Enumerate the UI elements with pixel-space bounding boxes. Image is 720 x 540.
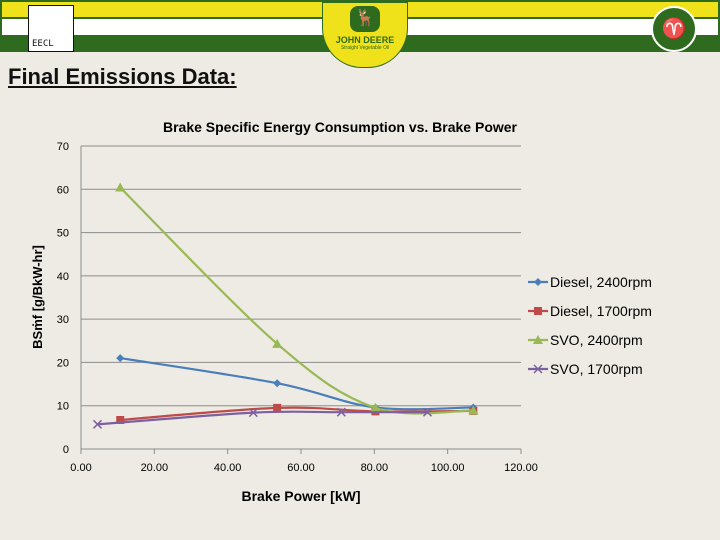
data-point bbox=[116, 415, 125, 424]
legend-label: SVO, 1700rpm bbox=[550, 361, 643, 377]
y-tick-label: 60 bbox=[57, 184, 69, 196]
jd-logo-subtext: Straight Vegetable Oil bbox=[340, 45, 390, 51]
x-tick-label: 0.00 bbox=[70, 462, 91, 474]
y-tick-label: 20 bbox=[57, 357, 69, 369]
y-axis-label: BSṁf [g/BkW-hr] bbox=[30, 245, 45, 349]
y-tick-label: 0 bbox=[63, 444, 69, 456]
legend-marker bbox=[534, 278, 542, 286]
x-tick-label: 60.00 bbox=[287, 462, 315, 474]
deer-icon: 🦌 bbox=[350, 6, 380, 32]
series-line-3 bbox=[97, 410, 428, 426]
data-point bbox=[273, 403, 282, 412]
data-point bbox=[116, 354, 125, 363]
legend-label: Diesel, 2400rpm bbox=[550, 274, 652, 290]
y-tick-label: 30 bbox=[57, 314, 69, 326]
y-tick-label: 10 bbox=[57, 401, 69, 413]
slide-title: Final Emissions Data: bbox=[8, 64, 237, 89]
john-deere-logo: 🦌 JOHN DEERE Straight Vegetable Oil bbox=[322, 2, 408, 68]
y-tick-label: 70 bbox=[57, 141, 69, 153]
data-point bbox=[115, 182, 126, 192]
data-point bbox=[370, 402, 381, 412]
data-point bbox=[273, 379, 282, 388]
eecl-logo-text: EECL bbox=[32, 39, 54, 49]
chart-title: Brake Specific Energy Consumption vs. Br… bbox=[163, 119, 518, 135]
x-tick-label: 120.00 bbox=[504, 462, 538, 474]
x-tick-label: 20.00 bbox=[141, 462, 169, 474]
legend-marker bbox=[533, 364, 543, 374]
x-tick-label: 100.00 bbox=[431, 462, 465, 474]
eecl-logo: EECL bbox=[28, 5, 74, 52]
y-tick-label: 40 bbox=[57, 271, 69, 283]
legend-label: SVO, 2400rpm bbox=[550, 332, 643, 348]
legend-label: Diesel, 1700rpm bbox=[550, 303, 652, 319]
x-tick-label: 40.00 bbox=[214, 462, 242, 474]
series-line-2 bbox=[119, 186, 474, 415]
data-point bbox=[272, 338, 283, 348]
legend-marker bbox=[533, 335, 543, 344]
y-tick-label: 50 bbox=[57, 228, 69, 240]
series-line-0 bbox=[120, 357, 474, 411]
jd-logo-text: JOHN DEERE bbox=[335, 35, 395, 45]
data-point bbox=[92, 419, 103, 429]
data-point bbox=[468, 405, 479, 415]
x-tick-label: 80.00 bbox=[361, 462, 389, 474]
data-point bbox=[248, 408, 258, 418]
data-point bbox=[422, 407, 433, 417]
legend-marker bbox=[534, 307, 542, 315]
csu-ram-logo: ♈ bbox=[651, 6, 697, 52]
data-point bbox=[336, 407, 346, 417]
x-axis-label: Brake Power [kW] bbox=[241, 488, 360, 504]
